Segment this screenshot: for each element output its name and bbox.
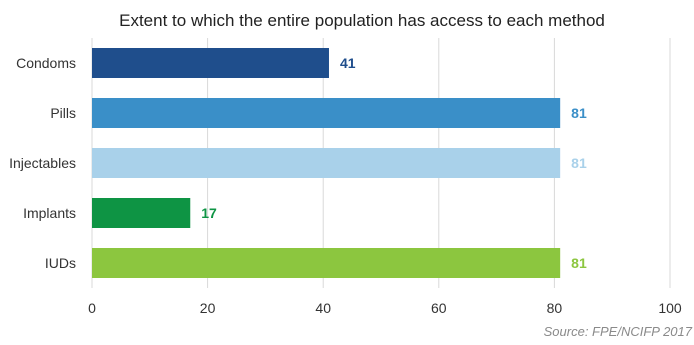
data-label-pills: 81: [571, 105, 587, 121]
x-tick-label: 20: [200, 300, 216, 316]
bar-implants: [92, 198, 191, 228]
bars: [92, 48, 561, 278]
bar-iuds: [92, 248, 561, 278]
data-label-condoms: 41: [340, 55, 356, 71]
bar-pills: [92, 98, 561, 128]
data-labels: 41 81 81 17 81: [201, 55, 587, 271]
x-tick-label: 100: [658, 300, 682, 316]
category-label: IUDs: [45, 255, 76, 271]
chart-title: Extent to which the entire population ha…: [119, 11, 605, 30]
category-label: Injectables: [9, 155, 76, 171]
category-labels: Condoms Pills Injectables Implants IUDs: [9, 55, 76, 271]
bar-condoms: [92, 48, 329, 78]
category-label: Condoms: [16, 55, 76, 71]
data-label-iuds: 81: [571, 255, 587, 271]
data-label-injectables: 81: [571, 155, 587, 171]
x-tick-label: 80: [547, 300, 563, 316]
x-tick-label: 60: [431, 300, 447, 316]
bar-injectables: [92, 148, 561, 178]
data-label-implants: 17: [201, 205, 217, 221]
x-tick-label: 0: [88, 300, 96, 316]
source-note: Source: FPE/NCIFP 2017: [544, 324, 693, 339]
x-tick-labels: 0 20 40 60 80 100: [88, 300, 682, 316]
category-label: Implants: [23, 205, 76, 221]
category-label: Pills: [50, 105, 76, 121]
x-tick-label: 40: [315, 300, 331, 316]
